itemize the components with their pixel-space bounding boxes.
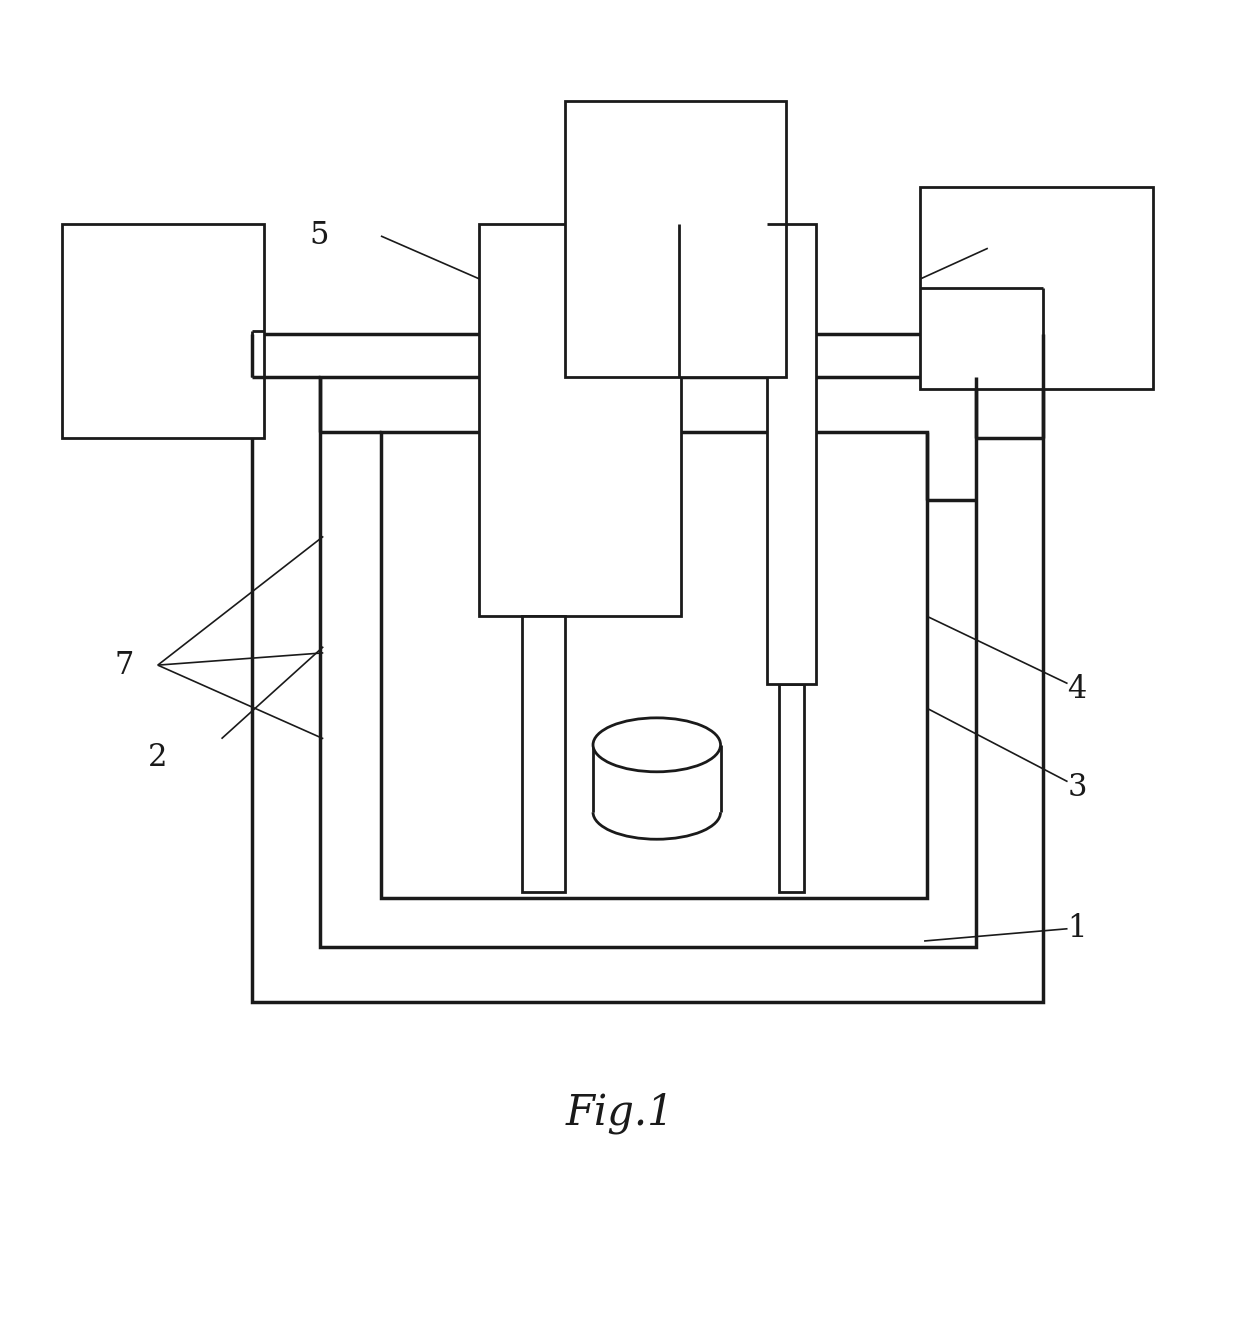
Text: 1: 1: [1068, 913, 1087, 944]
Text: 6: 6: [785, 264, 805, 294]
Text: 2: 2: [148, 742, 167, 772]
Bar: [920, 187, 1153, 389]
Bar: [522, 616, 565, 892]
Ellipse shape: [593, 718, 720, 772]
Bar: [768, 224, 816, 684]
Bar: [381, 432, 926, 898]
Bar: [565, 101, 785, 377]
Bar: [780, 684, 804, 892]
Bar: [62, 224, 264, 439]
Bar: [320, 377, 976, 948]
Text: Fig.1: Fig.1: [565, 1091, 675, 1133]
Bar: [252, 333, 1043, 1002]
Bar: [479, 224, 681, 616]
Text: 4: 4: [1068, 673, 1086, 705]
Text: 7: 7: [115, 650, 134, 680]
Text: 3: 3: [1068, 772, 1087, 803]
Text: 5: 5: [310, 220, 330, 252]
